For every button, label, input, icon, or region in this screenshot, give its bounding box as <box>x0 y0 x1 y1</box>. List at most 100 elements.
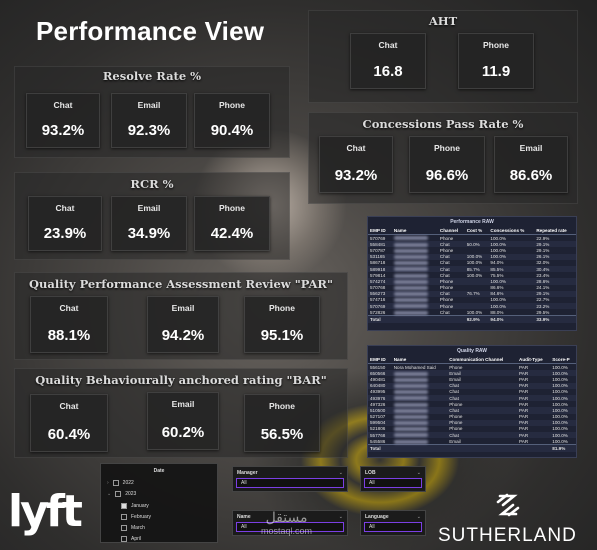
table-cell: 24.1% <box>536 285 550 291</box>
quality-table[interactable]: Quality RAW EMP ID Name Communication Chan… <box>367 345 577 458</box>
table-cell <box>464 303 489 310</box>
table-cell: PAR <box>517 432 551 439</box>
table-cell: 570769 <box>370 235 386 241</box>
manager-slicer-title: Manager <box>237 470 258 476</box>
resolve-rate-title: Resolve Rate % <box>102 69 202 83</box>
month-option-january[interactable]: January <box>121 503 149 509</box>
chevron-down-icon[interactable]: ⌄ <box>338 470 343 476</box>
table-cell <box>391 290 438 297</box>
column-header[interactable]: EMP ID <box>368 227 392 235</box>
chevron-down-icon[interactable]: ⌄ <box>416 514 421 520</box>
column-header[interactable]: Name <box>391 227 438 235</box>
table-cell: Phone <box>437 278 465 285</box>
lob-dropdown[interactable]: All <box>364 478 422 488</box>
table-row: 490481 Email PAR 100.0% <box>368 376 576 382</box>
checkbox-icon[interactable] <box>115 491 122 497</box>
redacted-name <box>393 439 428 444</box>
table-cell: 94.0% <box>488 315 535 323</box>
collapse-chevron-icon[interactable]: › <box>107 480 109 486</box>
table-cell <box>392 309 438 316</box>
table-cell <box>391 241 438 248</box>
month-label: January <box>131 503 149 509</box>
column-header[interactable]: Audit-Type <box>517 356 551 364</box>
table-cell: 589918 <box>368 265 392 273</box>
table-cell: Phone <box>449 401 463 407</box>
table-cell <box>447 444 518 452</box>
table-cell: 76.7% <box>464 290 489 297</box>
manager-dropdown[interactable]: All <box>236 478 344 488</box>
name-slicer[interactable]: Name ⌄ All <box>232 510 348 536</box>
checkbox-icon[interactable] <box>121 525 127 531</box>
watermark: مستقل mostaql.com <box>261 510 312 536</box>
column-header[interactable]: Channel <box>437 227 465 235</box>
table-cell: Chat <box>439 260 450 266</box>
table-cell <box>392 297 438 303</box>
column-header[interactable]: Communication Channel <box>447 356 518 364</box>
name-dropdown[interactable]: All <box>236 522 344 532</box>
checkbox-icon[interactable] <box>121 536 127 542</box>
table-row: 558481 Chat 50.0% 100.0% 29.1% <box>368 241 576 248</box>
checkbox-icon[interactable] <box>112 480 119 486</box>
dropdown-value: All <box>241 524 247 530</box>
dropdown-value: All <box>241 480 247 486</box>
lob-slicer[interactable]: LOB ⌄ All <box>360 466 426 492</box>
date-slicer[interactable]: Date › 2022 ⌄ 2023 January February Marc… <box>100 463 218 543</box>
performance-table[interactable]: Performance RAW EMP ID Name Channel Cost % C… <box>367 216 577 331</box>
table-cell: 100.0% <box>550 407 576 414</box>
month-option-april[interactable]: April <box>121 536 141 542</box>
table-cell: 100.0% <box>550 394 576 402</box>
column-header[interactable]: Repeated rate <box>534 227 576 235</box>
expand-chevron-icon[interactable]: ⌄ <box>107 491 112 497</box>
column-header[interactable]: Name <box>391 356 448 364</box>
table-cell: 574716 <box>370 297 386 303</box>
table-cell: 29.5% <box>536 309 550 315</box>
month-option-march[interactable]: March <box>121 525 145 531</box>
rcr-phone-card: Phone 42.4% <box>194 196 270 251</box>
table-cell: 557768 <box>368 432 392 439</box>
dropdown-value: All <box>369 480 375 486</box>
performance-table-title: Performance RAW <box>450 219 494 225</box>
year-option-2023[interactable]: ⌄ 2023 <box>107 491 136 497</box>
redacted-name <box>393 261 428 266</box>
table-cell: 100.0% <box>552 401 568 407</box>
table-cell: Chat <box>437 290 465 297</box>
rcr-title: RCR % <box>130 177 174 191</box>
table-cell: Chat <box>447 432 518 439</box>
chevron-down-icon[interactable]: ⌄ <box>338 514 343 520</box>
table-row: 493995 Chat PAR 100.0% <box>368 389 576 395</box>
manager-slicer[interactable]: Manager ⌄ All <box>232 466 348 492</box>
table-cell <box>392 376 447 382</box>
checkbox-icon[interactable] <box>121 503 127 509</box>
table-cell: Email <box>449 438 461 444</box>
table-row: 640480 Chat PAR 100.0% <box>368 382 576 389</box>
card-label: Chat <box>55 203 75 213</box>
table-cell: Email <box>447 370 518 377</box>
card-value: 60.4% <box>47 426 91 443</box>
table-cell: PAR <box>517 394 551 402</box>
chevron-down-icon[interactable]: ⌄ <box>416 470 421 476</box>
table-row: 527107 Phone PAR 100.0% <box>368 414 576 420</box>
table-cell <box>392 389 447 395</box>
card-label: Phone <box>269 401 295 411</box>
table-row: 574716 Phone 100.0% 22.7% <box>368 297 576 303</box>
redacted-name <box>393 310 428 315</box>
column-header[interactable]: Cost % <box>464 227 489 235</box>
table-cell: 100.0% <box>490 235 506 241</box>
month-option-february[interactable]: February <box>121 514 151 520</box>
language-dropdown[interactable]: All <box>364 522 422 532</box>
checkbox-icon[interactable] <box>121 514 127 520</box>
table-cell: Total <box>368 315 392 323</box>
table-cell: Phone <box>449 364 463 370</box>
table-cell: 22.9% <box>536 235 550 241</box>
bar-email-card: Email 60.2% <box>147 392 219 450</box>
column-header[interactable]: Concessions % <box>488 227 535 235</box>
table-cell: Phone <box>447 419 518 426</box>
language-slicer[interactable]: Language ⌄ All <box>360 510 426 536</box>
table-cell: Chat <box>449 389 459 395</box>
column-header[interactable]: Score-P <box>550 356 576 364</box>
year-option-2022[interactable]: › 2022 <box>107 480 134 486</box>
table-cell: Chat <box>439 309 450 315</box>
redacted-name <box>393 377 428 382</box>
column-header[interactable]: EMP ID <box>368 356 392 364</box>
table-cell: 28.6% <box>534 278 576 285</box>
